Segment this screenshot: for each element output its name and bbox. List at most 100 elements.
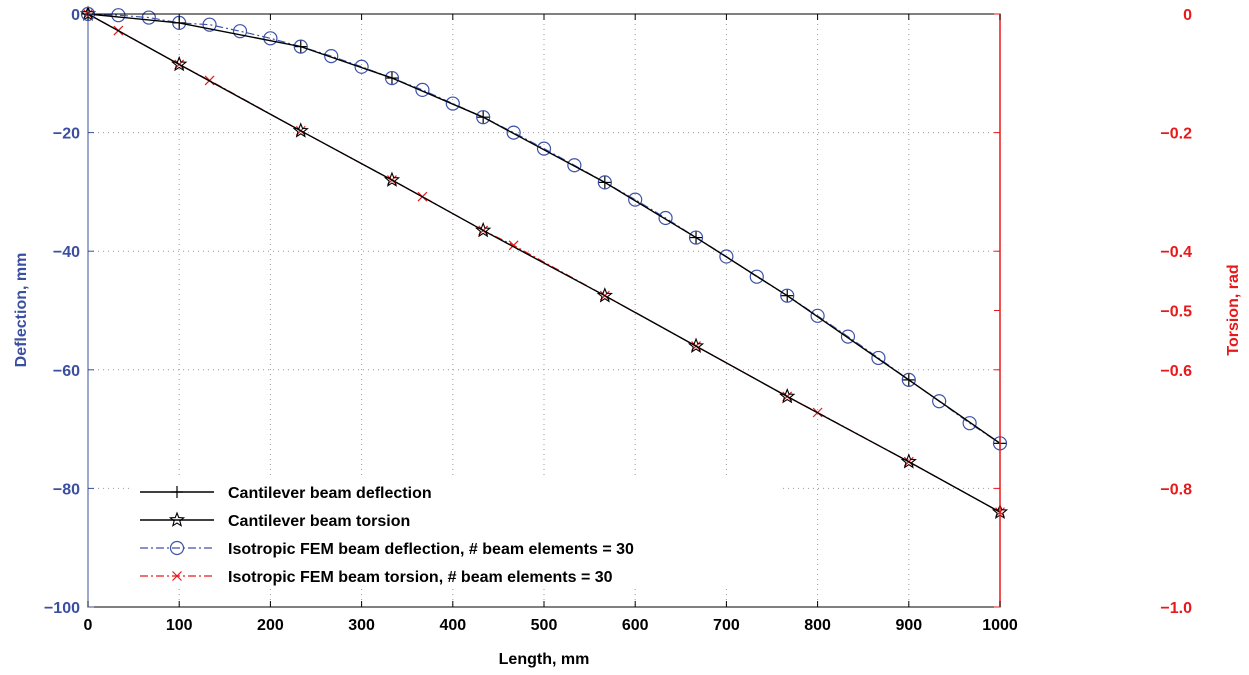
- circle-marker: [111, 8, 126, 23]
- data-point: [901, 372, 916, 387]
- data-point: [536, 141, 552, 156]
- legend-marker: [171, 486, 183, 498]
- circle-marker: [749, 269, 764, 284]
- star-marker: [171, 55, 188, 72]
- circle-marker: [871, 350, 886, 366]
- data-point: [840, 329, 856, 344]
- data-point: [598, 176, 611, 189]
- y-right-tick-label: −0.4: [1160, 244, 1192, 261]
- y-right-tick-label: −0.6: [1160, 363, 1192, 380]
- legend: Cantilever beam deflection Cantilever bea…: [132, 478, 782, 588]
- data-point: [292, 122, 309, 138]
- series-3: [80, 6, 1008, 451]
- data-point: [871, 350, 886, 366]
- data-point: [324, 49, 339, 64]
- data-point: [141, 10, 156, 25]
- data-point: [779, 387, 796, 404]
- data-point: [687, 337, 705, 353]
- data-point: [383, 171, 401, 187]
- circle-marker: [263, 31, 278, 46]
- data-point: [506, 125, 521, 140]
- data-point: [202, 17, 217, 32]
- x-marker-b: [508, 240, 519, 251]
- data-point: [293, 39, 308, 54]
- data-point: [232, 24, 248, 39]
- data-point: [445, 96, 460, 111]
- x-tick-label: 700: [713, 617, 740, 634]
- y-axis-right-label: Torsion, rad: [1225, 264, 1242, 355]
- data-point: [477, 111, 490, 124]
- circle-marker: [141, 10, 156, 25]
- y-left-tick-label: 0: [71, 7, 80, 24]
- x-tick-label: 400: [439, 617, 466, 634]
- data-point: [385, 72, 398, 85]
- x-tick-label: 300: [348, 617, 375, 634]
- data-point: [719, 249, 734, 264]
- y-left-tick-label: −60: [53, 363, 80, 380]
- y-axis-left-label: Deflection, mm: [13, 253, 30, 368]
- y-left-tick-label: −40: [53, 244, 80, 261]
- legend-marker: [168, 511, 186, 527]
- data-point: [476, 110, 491, 125]
- circle-marker: [354, 59, 369, 74]
- x-tick-label: 900: [895, 617, 922, 634]
- star-marker: [687, 337, 705, 353]
- y-right-tick-label: −0.5: [1160, 304, 1192, 321]
- y-right-tick-label: −1.0: [1160, 600, 1192, 617]
- data-point: [354, 59, 369, 74]
- circle-marker: [202, 17, 217, 32]
- data-point: [902, 373, 915, 386]
- circle-marker: [536, 141, 552, 156]
- series-line: [87, 13, 1001, 444]
- star-marker: [475, 221, 492, 238]
- legend-entry: Isotropic FEM beam deflection, # beam el…: [140, 540, 634, 558]
- legend-entry: Cantilever beam torsion: [140, 511, 410, 530]
- data-point: [475, 221, 492, 238]
- x-tick-label: 200: [257, 617, 284, 634]
- legend-box: [132, 478, 782, 588]
- data-point: [962, 416, 977, 431]
- data-point: [900, 453, 917, 469]
- data-point: [688, 230, 704, 245]
- y-right-tick-label: −0.8: [1160, 481, 1192, 498]
- circle-marker: [232, 24, 248, 39]
- legend-entry: Cantilever beam deflection: [140, 485, 432, 502]
- star-marker: [168, 511, 186, 527]
- y-left-tick-label: −100: [44, 600, 80, 617]
- legend-marker: [169, 540, 185, 556]
- y-right-tick-label: −0.2: [1160, 126, 1192, 143]
- data-point: [810, 308, 825, 323]
- circle-marker: [688, 230, 704, 245]
- circle-marker: [567, 158, 582, 173]
- y-left-tick-label: −80: [53, 481, 80, 498]
- circle-marker: [476, 110, 491, 125]
- star-marker: [596, 287, 613, 303]
- legend-label: Isotropic FEM beam torsion, # beam eleme…: [228, 569, 613, 586]
- circle-marker: [780, 288, 795, 303]
- data-point: [171, 55, 188, 72]
- circle-marker: [445, 96, 460, 111]
- data-point: [384, 70, 400, 86]
- legend-label: Isotropic FEM beam deflection, # beam el…: [228, 541, 634, 558]
- data-point: [658, 210, 673, 226]
- circle-marker: [810, 308, 825, 323]
- x-tick-label: 0: [84, 617, 93, 634]
- x-tick-label: 1000: [982, 617, 1018, 634]
- x-marker-b: [172, 571, 182, 581]
- circle-marker: [628, 192, 643, 207]
- data-point: [932, 394, 947, 409]
- ticks-layer: 0 100 200 300 400 500 600 700 800 900 1000 0 −20 −40 −…: [44, 7, 1192, 634]
- circle-marker: [901, 372, 916, 387]
- x-tick-label: 500: [531, 617, 558, 634]
- x-tick-label: 100: [166, 617, 193, 634]
- star-marker: [292, 122, 309, 138]
- circle-marker: [506, 125, 521, 140]
- data-point: [263, 31, 278, 46]
- data-point: [781, 289, 794, 302]
- circle-marker: [932, 394, 947, 409]
- circle-marker: [962, 416, 977, 431]
- circle-marker: [384, 70, 400, 86]
- data-point: [567, 158, 582, 173]
- circle-marker: [840, 329, 856, 344]
